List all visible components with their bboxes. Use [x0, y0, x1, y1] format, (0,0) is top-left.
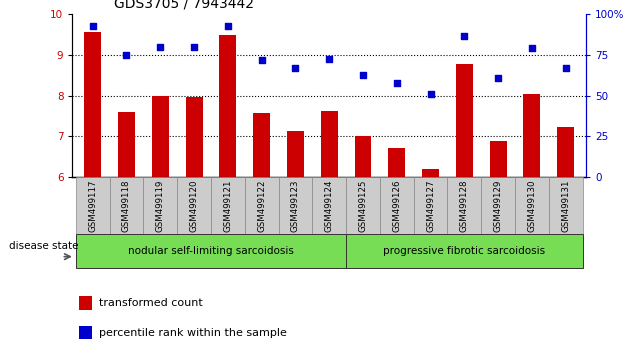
Point: [122, 52, 132, 58]
Bar: [388, 148, 405, 177]
Bar: [79, 326, 93, 339]
Text: GSM499121: GSM499121: [224, 179, 232, 232]
Bar: [515, 177, 549, 234]
Text: GSM499124: GSM499124: [324, 179, 334, 232]
Text: GDS3705 / 7943442: GDS3705 / 7943442: [113, 0, 253, 10]
Text: GSM499128: GSM499128: [460, 179, 469, 232]
Bar: [219, 34, 236, 177]
Text: GSM499127: GSM499127: [426, 179, 435, 232]
Bar: [177, 177, 211, 234]
Bar: [456, 64, 472, 177]
Bar: [110, 177, 144, 234]
Bar: [481, 177, 515, 234]
Point: [155, 44, 165, 50]
Text: GSM499119: GSM499119: [156, 179, 165, 232]
Bar: [118, 112, 135, 177]
Bar: [490, 141, 507, 177]
Point: [392, 80, 402, 86]
Bar: [244, 177, 278, 234]
Bar: [355, 136, 372, 177]
Point: [189, 44, 199, 50]
Bar: [557, 127, 574, 177]
Bar: [321, 111, 338, 177]
Bar: [76, 177, 110, 234]
Bar: [76, 234, 346, 268]
Bar: [346, 177, 380, 234]
Bar: [253, 113, 270, 177]
Bar: [211, 177, 244, 234]
Text: transformed count: transformed count: [99, 298, 202, 308]
Text: GSM499117: GSM499117: [88, 179, 97, 232]
Bar: [287, 131, 304, 177]
Bar: [524, 93, 541, 177]
Text: percentile rank within the sample: percentile rank within the sample: [99, 327, 287, 338]
Bar: [144, 177, 177, 234]
Bar: [152, 96, 169, 177]
Text: GSM499126: GSM499126: [392, 179, 401, 232]
Text: GSM499118: GSM499118: [122, 179, 131, 232]
Point: [223, 23, 233, 28]
Bar: [414, 177, 447, 234]
Text: progressive fibrotic sarcoidosis: progressive fibrotic sarcoidosis: [383, 246, 546, 256]
Bar: [422, 169, 439, 177]
Text: GSM499131: GSM499131: [561, 179, 570, 232]
Bar: [549, 177, 583, 234]
Point: [256, 57, 266, 63]
Bar: [380, 177, 414, 234]
Text: disease state: disease state: [9, 241, 78, 251]
Point: [459, 33, 469, 39]
Bar: [79, 296, 93, 309]
Bar: [346, 234, 583, 268]
Point: [324, 56, 334, 62]
Text: GSM499120: GSM499120: [190, 179, 198, 232]
Text: GSM499122: GSM499122: [257, 179, 266, 232]
Text: nodular self-limiting sarcoidosis: nodular self-limiting sarcoidosis: [128, 246, 294, 256]
Bar: [447, 177, 481, 234]
Bar: [186, 97, 202, 177]
Point: [493, 76, 503, 81]
Point: [88, 23, 98, 28]
Point: [527, 45, 537, 50]
Bar: [312, 177, 346, 234]
Point: [425, 91, 435, 96]
Text: GSM499130: GSM499130: [527, 179, 536, 232]
Bar: [278, 177, 312, 234]
Text: GSM499123: GSM499123: [291, 179, 300, 232]
Point: [358, 73, 368, 78]
Text: GSM499129: GSM499129: [493, 179, 503, 232]
Bar: [84, 33, 101, 177]
Point: [561, 65, 571, 71]
Point: [290, 65, 301, 71]
Text: GSM499125: GSM499125: [358, 179, 367, 232]
